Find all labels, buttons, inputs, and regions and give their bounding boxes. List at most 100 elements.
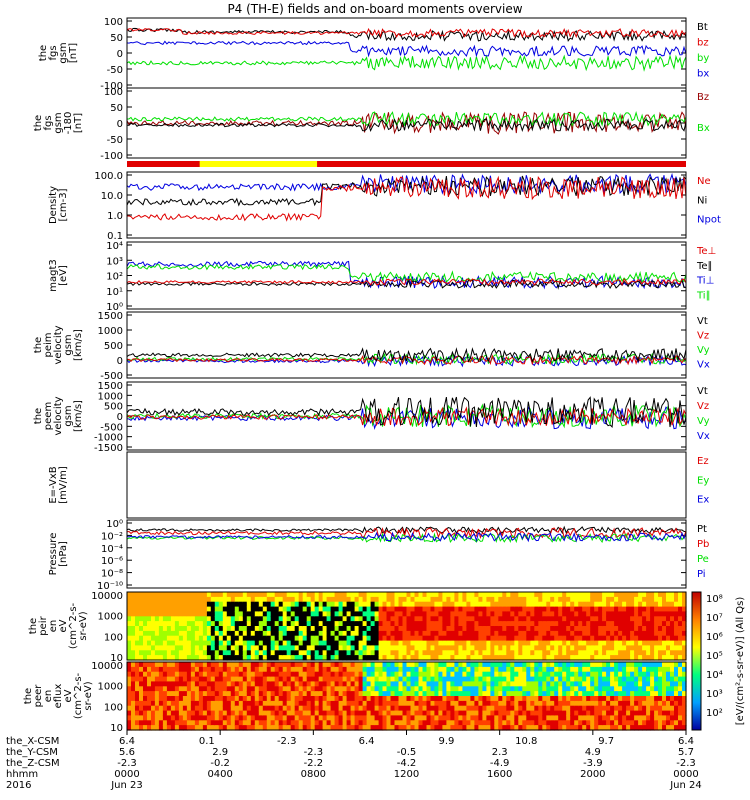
heatmap-cell (139, 592, 144, 598)
heatmap-cell (278, 596, 284, 603)
heatmap-cell (502, 645, 507, 651)
xaxis-value: 0400 (207, 769, 232, 780)
heatmap-cell (514, 676, 519, 683)
heatmap-cell (246, 626, 252, 632)
heatmap-cell (446, 650, 451, 656)
heatmap-cell (151, 710, 156, 717)
heatmap-cell (354, 616, 360, 622)
heatmap-cell (626, 611, 631, 617)
heatmap-cell (322, 681, 328, 687)
heatmap-cell (466, 640, 471, 647)
heatmap-cell (474, 696, 479, 702)
heatmap-cell (358, 626, 364, 632)
heatmap-cell (586, 606, 591, 613)
heatmap-cell (478, 666, 483, 673)
heatmap-cell (438, 662, 443, 668)
heatmap-cell (634, 650, 639, 656)
heatmap-cell (366, 626, 372, 632)
heatmap-cell (654, 606, 659, 613)
heatmap-cell (538, 671, 543, 678)
heatmap-cell (442, 650, 447, 656)
heatmap-cell (386, 635, 392, 642)
heatmap-cell (127, 601, 132, 608)
heatmap-cell (242, 630, 248, 637)
heatmap-cell (434, 635, 439, 642)
heatmap-cell (230, 655, 236, 661)
heatmap-cell (210, 611, 216, 617)
heatmap-cell (598, 705, 603, 712)
heatmap-cell (634, 676, 639, 683)
heatmap-cell (406, 621, 412, 627)
heatmap-cell (570, 705, 575, 712)
heatmap-cell (522, 676, 527, 683)
heatmap-cell (562, 710, 567, 717)
heatmap-cell (502, 655, 507, 661)
heatmap-cell (662, 616, 667, 622)
heatmap-cell (350, 700, 356, 707)
heatmap-cell (494, 606, 499, 613)
heatmap-cell (250, 596, 256, 603)
heatmap-cell (178, 691, 184, 697)
heatmap-cell (346, 710, 352, 717)
heatmap-cell (274, 640, 280, 647)
legend-Bz: Bz (697, 92, 709, 103)
heatmap-cell (330, 650, 336, 656)
heatmap-cell (446, 705, 451, 712)
heatmap-cell (546, 715, 551, 721)
heatmap-cell (470, 705, 475, 712)
heatmap-cell (658, 596, 663, 603)
heatmap-cell (530, 645, 535, 651)
heatmap-cell (274, 700, 280, 707)
heatmap-cell (354, 655, 360, 661)
heatmap-cell (206, 592, 212, 598)
heatmap-cell (234, 671, 240, 678)
heatmap-cell (646, 676, 651, 683)
heatmap-cell (478, 676, 483, 683)
heatmap-cell (127, 710, 132, 717)
heatmap-cell (298, 720, 304, 726)
heatmap-cell (330, 640, 336, 647)
heatmap-cell (438, 655, 443, 661)
heatmap-cell (135, 635, 140, 642)
heatmap-cell (626, 616, 631, 622)
heatmap-cell (346, 592, 352, 598)
heatmap-cell (374, 666, 380, 673)
heatmap-cell (598, 606, 603, 613)
heatmap-cell (474, 720, 479, 726)
ytick-label: 100 (104, 632, 123, 643)
heatmap-cell (638, 705, 643, 712)
heatmap-cell (410, 635, 416, 642)
heatmap-cell (530, 611, 535, 617)
heatmap-cell (234, 705, 240, 712)
heatmap-cell (518, 592, 523, 598)
heatmap-cell (370, 611, 376, 617)
heatmap-cell (582, 720, 587, 726)
heatmap-cell (586, 681, 591, 687)
heatmap-cell (674, 596, 679, 603)
heatmap-cell (370, 601, 376, 608)
heatmap-cell (234, 640, 240, 647)
heatmap-cell (450, 650, 455, 656)
heatmap-cell (258, 635, 264, 642)
heatmap-cell (586, 676, 591, 683)
heatmap-cell (274, 710, 280, 717)
heatmap-cell (366, 681, 372, 687)
series-line-Teperp (126, 278, 687, 287)
heatmap-cell (258, 630, 264, 637)
heatmap-cell (386, 596, 392, 603)
heatmap-cell (290, 621, 296, 627)
heatmap-cell (274, 626, 280, 632)
heatmap-cell (370, 715, 376, 721)
heatmap-cell (386, 710, 392, 717)
heatmap-cell (234, 720, 240, 726)
heatmap-cell (622, 676, 627, 683)
heatmap-cell (318, 691, 324, 697)
heatmap-cell (390, 650, 396, 656)
heatmap-cell (258, 696, 264, 702)
heatmap-cell (378, 650, 384, 656)
heatmap-cell (298, 606, 304, 613)
heatmap-cell (682, 710, 687, 717)
heatmap-cell (210, 596, 216, 603)
heatmap-cell (518, 621, 523, 627)
